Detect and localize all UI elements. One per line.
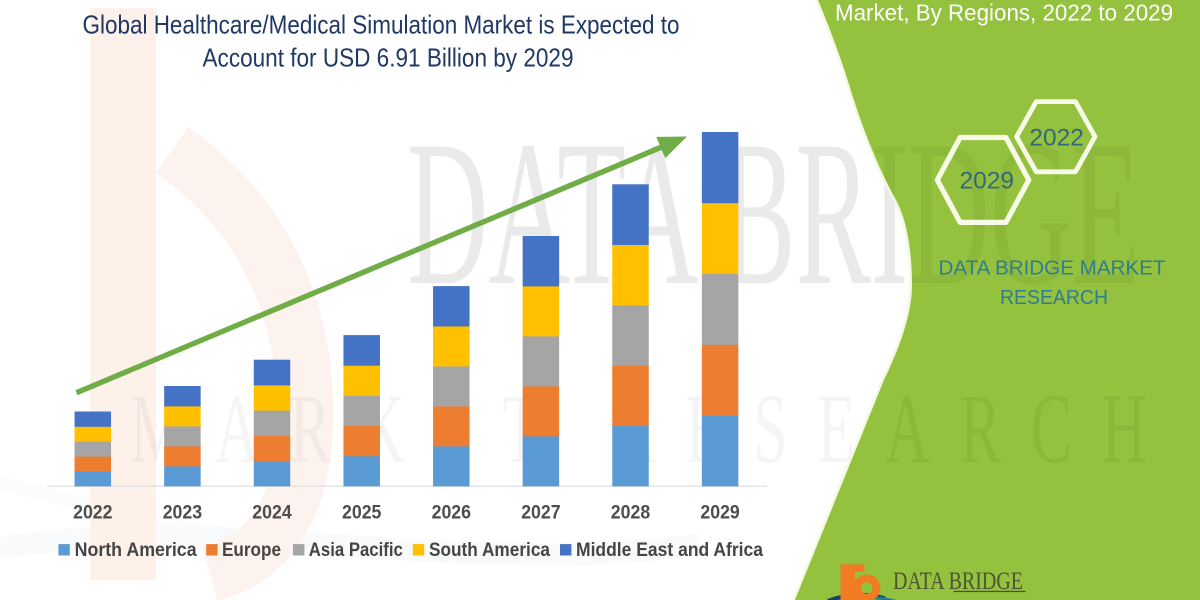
svg-text:Asia Pacific: Asia Pacific bbox=[309, 540, 403, 561]
svg-text:2022: 2022 bbox=[73, 502, 113, 524]
svg-text:2027: 2027 bbox=[521, 502, 560, 524]
svg-text:Market, By Regions, 2022 to 20: Market, By Regions, 2022 to 2029 bbox=[835, 0, 1173, 26]
svg-text:2025: 2025 bbox=[342, 502, 382, 524]
svg-text:Europe: Europe bbox=[222, 540, 281, 561]
svg-text:Global Healthcare/Medical Simu: Global Healthcare/Medical Simulation Mar… bbox=[83, 10, 680, 40]
svg-text:2026: 2026 bbox=[432, 502, 472, 524]
svg-text:2022: 2022 bbox=[1029, 124, 1084, 151]
svg-text:2029: 2029 bbox=[700, 502, 740, 524]
svg-text:2029: 2029 bbox=[959, 167, 1014, 194]
svg-text:RESEARCH: RESEARCH bbox=[1000, 286, 1108, 309]
svg-text:2023: 2023 bbox=[163, 502, 203, 524]
svg-text:DATA BRIDGE MARKET: DATA BRIDGE MARKET bbox=[939, 257, 1166, 280]
svg-text:South America: South America bbox=[429, 540, 550, 561]
svg-text:Account for USD 6.91 Billion b: Account for USD 6.91 Billion by 2029 bbox=[203, 43, 574, 73]
svg-text:2028: 2028 bbox=[611, 502, 651, 524]
svg-text:MARKET RESEARCH: MARKET RESEARCH bbox=[893, 597, 1021, 600]
svg-text:DATA BRIDGE: DATA BRIDGE bbox=[893, 568, 1023, 595]
svg-text:2024: 2024 bbox=[252, 502, 292, 524]
svg-text:North America: North America bbox=[75, 540, 197, 561]
svg-text:Middle East and Africa: Middle East and Africa bbox=[576, 540, 763, 561]
